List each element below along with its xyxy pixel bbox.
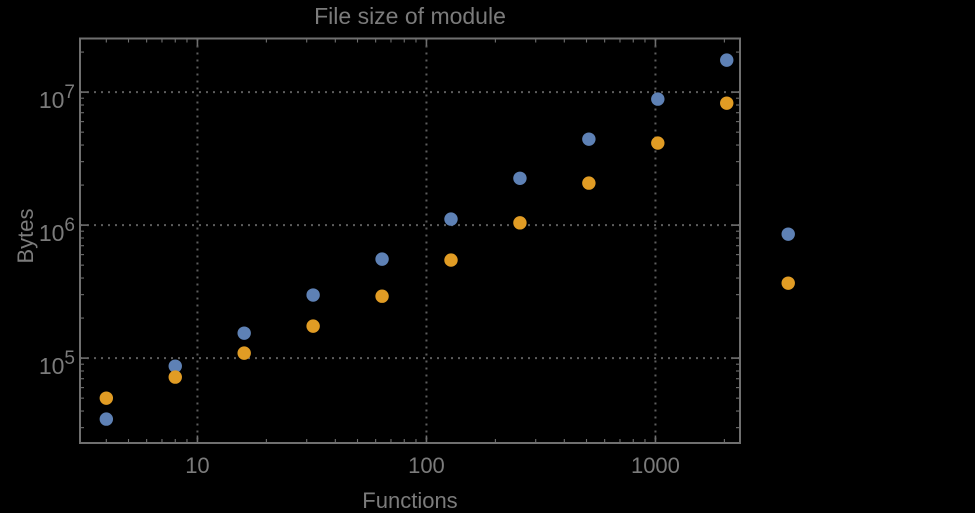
data-point-blue-2048 bbox=[720, 53, 734, 67]
series-orange bbox=[99, 96, 795, 405]
data-point-blue-1024 bbox=[651, 92, 665, 106]
data-point-orange-512 bbox=[582, 176, 596, 190]
data-point-blue-4 bbox=[99, 412, 114, 426]
data-point-blue-3800 bbox=[781, 227, 795, 241]
data-point-blue-512 bbox=[582, 132, 596, 146]
data-point-orange-32 bbox=[306, 319, 320, 333]
data-point-blue-128 bbox=[444, 212, 458, 226]
data-point-orange-256 bbox=[513, 216, 527, 230]
y-ticks bbox=[80, 51, 740, 429]
data-point-orange-3800 bbox=[781, 276, 795, 290]
x-tick-label-100: 100 bbox=[408, 453, 445, 478]
data-point-orange-4 bbox=[99, 391, 114, 405]
plot-frame bbox=[79, 37, 741, 444]
y-tick-label-1e7: 107 bbox=[38, 82, 75, 114]
data-point-blue-32 bbox=[306, 288, 320, 302]
x-axis-label: Functions bbox=[362, 488, 458, 513]
y-tick-label-1e5: 105 bbox=[38, 348, 75, 380]
data-point-blue-8 bbox=[168, 359, 182, 373]
chart-title: File size of module bbox=[314, 3, 506, 29]
y-tick-label-1e6: 106 bbox=[38, 215, 75, 247]
data-point-orange-1024 bbox=[651, 136, 665, 150]
data-point-orange-16 bbox=[237, 346, 251, 360]
x-tick-label-10: 10 bbox=[185, 453, 210, 478]
x-tick-label-1000: 1000 bbox=[630, 453, 680, 478]
data-point-blue-256 bbox=[513, 171, 527, 185]
data-point-orange-2048 bbox=[720, 96, 734, 110]
data-point-blue-16 bbox=[237, 326, 251, 340]
data-point-orange-8 bbox=[168, 370, 182, 384]
x-ticks bbox=[105, 38, 725, 443]
data-point-blue-64 bbox=[375, 252, 389, 266]
series-blue bbox=[99, 53, 795, 426]
data-point-orange-64 bbox=[375, 289, 389, 303]
data-point-orange-128 bbox=[444, 253, 458, 267]
